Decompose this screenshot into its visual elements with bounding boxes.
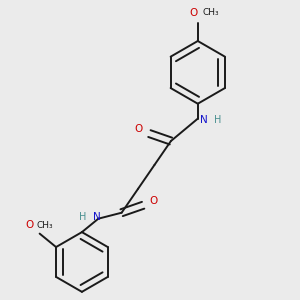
- Text: CH₃: CH₃: [37, 221, 53, 230]
- Text: N: N: [200, 115, 208, 125]
- Text: O: O: [25, 220, 33, 230]
- Text: CH₃: CH₃: [203, 8, 220, 17]
- Text: H: H: [79, 212, 86, 222]
- Text: N: N: [93, 212, 101, 222]
- Text: O: O: [149, 196, 158, 206]
- Text: O: O: [135, 124, 143, 134]
- Text: H: H: [214, 115, 222, 125]
- Text: O: O: [189, 8, 197, 18]
